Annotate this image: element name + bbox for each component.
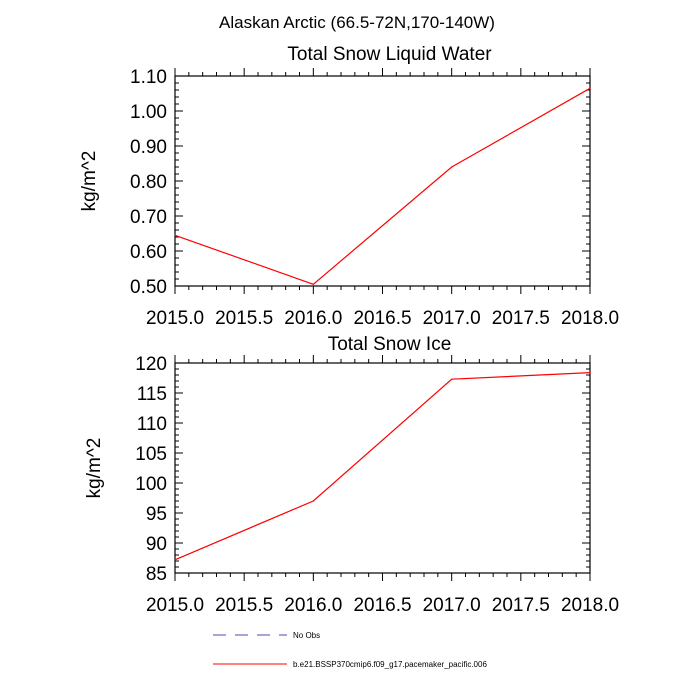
x-tick-label: 2015.0 [146,308,204,329]
chart-panels: Total Snow Liquid Water kg/m^2 0.50 0.60 0.7… [79,44,619,616]
legend-label: b.e21.BSSP370cmip6.f09_g17.pacemaker_pac… [293,660,487,669]
x-tick-label: 2018.0 [561,308,619,329]
x-tick-label: 2015.5 [215,308,273,329]
plot-frame [174,362,591,574]
x-tick-label: 2017.5 [492,595,550,616]
y-tick-label: 0.90 [130,137,167,158]
x-tick-label: 2016.0 [284,308,342,329]
x-tick-label: 2016.5 [353,595,411,616]
legend-entry-1: No Obs [213,631,320,640]
y-tick-label: 90 [146,534,167,555]
x-tick-label: 2017.0 [423,308,481,329]
y-axis-label: kg/m^2 [84,438,105,499]
x-tick-label: 2018.0 [561,595,619,616]
series-line [174,372,591,561]
y-tick-label: 1.10 [130,67,167,88]
data-point [174,559,176,561]
data-point [312,283,314,285]
x-tick-label: 2017.0 [423,595,481,616]
y-tick-label: 1.00 [130,102,167,123]
y-tick-label: 0.60 [130,242,167,263]
y-tick-label: 0.80 [130,172,167,193]
data-point [589,372,591,374]
legend-label: No Obs [293,631,320,640]
x-tick-label: 2016.5 [353,308,411,329]
x-tick-label: 2015.0 [146,595,204,616]
chart-panel-2: Total Snow Ice kg/m^2 85 90 95 100 105 110 115 12… [84,334,619,616]
plot-frame [174,75,591,287]
legend: No Obs b.e21.BSSP370cmip6.f09_g17.pacemak… [213,631,487,669]
data-point [312,500,314,502]
y-tick-label: 0.50 [130,277,167,298]
legend-entry-2: b.e21.BSSP370cmip6.f09_g17.pacemaker_pac… [213,660,487,669]
chart-title: Total Snow Ice [328,334,452,355]
y-tick-label: 120 [135,354,167,375]
series-line [174,87,591,285]
data-point [174,234,176,236]
y-tick-label: 115 [137,384,167,405]
y-tick-label: 85 [146,564,167,585]
x-tick-label: 2016.0 [284,595,342,616]
data-point [589,87,591,89]
chart-panel-1: Total Snow Liquid Water kg/m^2 0.50 0.60 0.7… [79,44,619,329]
data-point [451,378,453,380]
x-tick-label: 2015.5 [215,595,273,616]
y-tick-label: 105 [135,444,167,465]
x-tick-label: 2017.5 [492,308,550,329]
y-tick-label: 0.70 [130,207,167,228]
y-tick-label: 100 [135,474,167,495]
y-tick-label: 95 [146,504,167,525]
y-axis-label: kg/m^2 [79,151,100,212]
figure-title: Alaskan Arctic (66.5-72N,170-140W) [219,13,495,32]
chart-title: Total Snow Liquid Water [287,44,492,65]
data-point [451,166,453,168]
y-tick-label: 110 [137,414,167,435]
